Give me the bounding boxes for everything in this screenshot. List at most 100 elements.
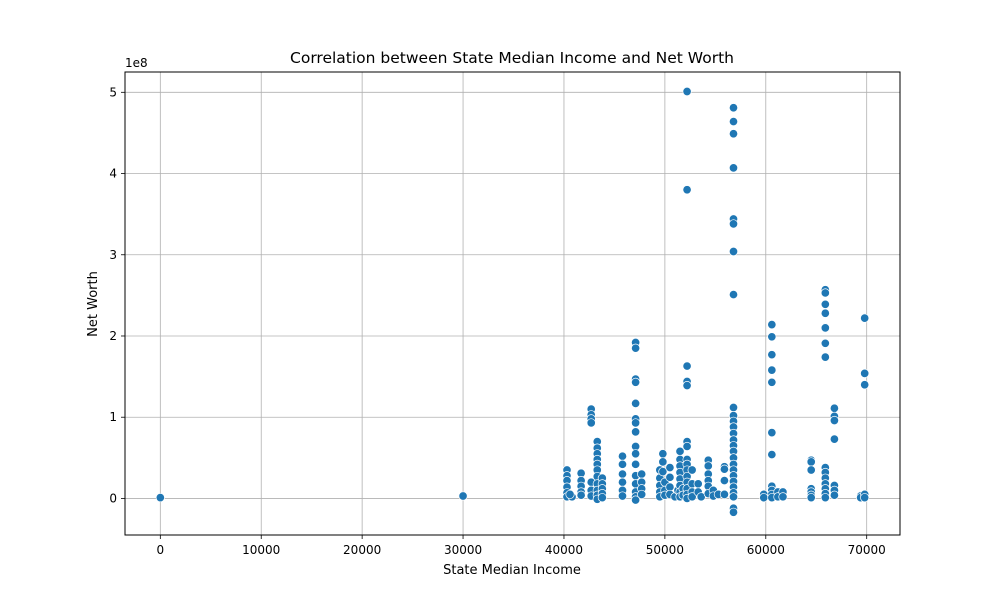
x-tick-label: 70000 (848, 543, 886, 557)
data-point (597, 493, 607, 503)
y-tick-label: 0 (109, 491, 117, 505)
data-point (829, 415, 839, 426)
data-point (767, 350, 777, 360)
y-tick-label: 1 (109, 410, 117, 424)
data-point (767, 450, 777, 460)
y-axis-offset-label: 1e8 (125, 56, 148, 70)
data-point (693, 479, 703, 489)
data-point (586, 418, 596, 428)
x-axis-ticks: 0 10000 20000 30000 40000 50000 60000 70000 (156, 535, 886, 557)
data-point (860, 313, 870, 323)
data-point (728, 163, 739, 173)
data-point (155, 493, 165, 503)
data-point (631, 418, 641, 428)
data-point (617, 477, 628, 487)
data-point (759, 493, 769, 503)
data-point (806, 457, 816, 467)
data-point (820, 299, 830, 309)
data-point (767, 365, 777, 375)
data-point (767, 332, 777, 342)
data-point (728, 507, 739, 517)
data-point (860, 380, 870, 390)
data-point (860, 368, 870, 378)
data-point (631, 449, 641, 459)
x-tick-label: 50000 (646, 543, 684, 557)
data-point (658, 467, 668, 477)
data-point (665, 463, 675, 473)
data-point (728, 246, 739, 257)
data-point (617, 491, 628, 501)
data-point (806, 493, 816, 503)
x-tick-label: 60000 (747, 543, 785, 557)
x-tick-label: 10000 (242, 543, 280, 557)
data-point (719, 476, 729, 486)
data-point (658, 457, 668, 467)
data-point (820, 338, 830, 348)
data-point (687, 465, 697, 475)
x-axis-label: State Median Income (443, 563, 581, 578)
data-point (728, 290, 739, 300)
data-point (829, 403, 839, 413)
data-point (682, 86, 692, 97)
data-point (767, 320, 777, 330)
data-point (631, 495, 641, 505)
data-point (682, 441, 692, 452)
data-point (617, 459, 628, 469)
data-point (631, 427, 641, 437)
y-tick-label: 5 (109, 85, 117, 99)
data-point (682, 380, 692, 391)
data-point (728, 219, 739, 229)
data-point (829, 434, 839, 444)
data-point (617, 469, 628, 479)
y-tick-label: 3 (109, 248, 117, 262)
data-point (820, 288, 830, 298)
data-point (565, 489, 575, 499)
data-point (820, 308, 830, 318)
data-point (665, 472, 675, 482)
plot-frame (124, 71, 901, 536)
data-point (458, 491, 468, 501)
x-tick-label: 40000 (545, 543, 583, 557)
data-point (728, 129, 739, 139)
data-point (728, 402, 739, 413)
data-point (728, 116, 739, 127)
data-point (728, 103, 739, 113)
data-point (820, 323, 830, 333)
data-point (631, 377, 641, 387)
grid-lines (125, 72, 900, 535)
y-tick-label: 4 (109, 167, 117, 181)
data-point (631, 398, 641, 408)
data-point (687, 492, 697, 502)
chart-title: Correlation between State Median Income … (290, 49, 734, 67)
data-point (719, 464, 729, 474)
data-point (767, 428, 777, 438)
data-point (767, 377, 777, 387)
data-point (675, 446, 685, 456)
data-point (637, 469, 647, 479)
data-point (682, 361, 692, 371)
data-point (728, 492, 739, 502)
y-tick-label: 2 (109, 329, 117, 343)
data-points (155, 86, 870, 517)
data-point (806, 465, 816, 475)
data-point (658, 449, 668, 459)
data-point (631, 343, 641, 353)
data-point (703, 461, 713, 471)
data-point (860, 493, 870, 503)
data-point (576, 490, 586, 500)
data-point (682, 185, 692, 195)
x-tick-label: 20000 (343, 543, 381, 557)
data-point (820, 352, 830, 362)
data-point (719, 489, 729, 499)
x-tick-label: 0 (156, 543, 164, 557)
data-point (637, 489, 647, 499)
data-point (617, 451, 628, 461)
y-axis-label: Net Worth (86, 271, 101, 337)
data-point (820, 493, 830, 503)
x-tick-label: 30000 (444, 543, 482, 557)
data-point (829, 490, 839, 500)
y-axis-ticks: 0 1 2 3 4 5 (109, 85, 125, 505)
data-point (778, 492, 788, 502)
